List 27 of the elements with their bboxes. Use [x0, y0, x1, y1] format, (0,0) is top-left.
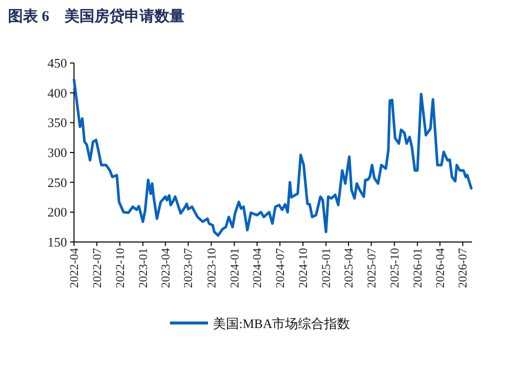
x-tick-label: 2026-01	[410, 248, 424, 288]
y-tick-label: 300	[48, 145, 67, 160]
x-tick-label: 2024-04	[250, 248, 264, 288]
y-tick-label: 400	[48, 85, 67, 100]
x-tick-label: 2025-01	[318, 248, 333, 288]
x-tick-label: 2025-10	[387, 248, 402, 288]
y-tick-label: 150	[48, 234, 67, 250]
x-tick-label: 2022-10	[112, 248, 127, 288]
x-tick-label: 2022-04	[67, 248, 81, 288]
legend-label: 美国:MBA市场综合指数	[213, 316, 350, 331]
x-tick-label: 2022-07	[90, 248, 104, 288]
x-tick-label: 2026-04	[432, 248, 447, 288]
x-tick-label: 2025-07	[364, 248, 378, 288]
chart-title: 图表 6 美国房贷申请数量	[8, 7, 184, 25]
y-tick-label: 350	[48, 115, 67, 130]
y-tick-label: 250	[48, 174, 67, 190]
x-tick-label: 2025-04	[342, 248, 356, 288]
x-tick-label: 2026-07	[456, 248, 470, 288]
x-tick-label: 2024-01	[227, 248, 242, 288]
x-tick-label: 2023-07	[181, 248, 196, 288]
x-tick-label: 2024-10	[296, 248, 310, 288]
x-tick-label: 2023-10	[204, 248, 218, 288]
y-tick-label: 200	[48, 204, 67, 220]
x-tick-label: 2023-04	[158, 248, 172, 288]
y-tick-label: 450	[48, 56, 67, 70]
x-tick-label: 2024-07	[272, 248, 287, 288]
x-tick-label: 2023-01	[136, 248, 150, 288]
